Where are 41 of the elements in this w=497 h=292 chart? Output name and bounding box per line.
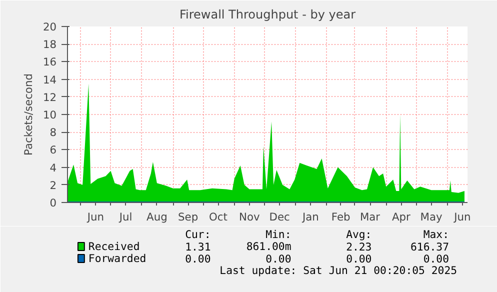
x-tick-label: Jan bbox=[302, 210, 319, 224]
text: 861.00m bbox=[246, 240, 292, 253]
y-tick-label: 0 bbox=[50, 196, 57, 210]
text: 2.23 bbox=[346, 240, 372, 254]
x-tick-label: Sep bbox=[178, 210, 198, 224]
y-axis-title: Packets/second bbox=[22, 73, 35, 156]
text: Max: bbox=[423, 228, 449, 241]
x-tick-label: May bbox=[420, 210, 442, 224]
legend-label: Forwarded bbox=[88, 252, 146, 265]
y-tick-label: 18 bbox=[42, 38, 57, 52]
text: 0.00 bbox=[185, 252, 211, 266]
y-tick-label: 4 bbox=[50, 161, 57, 174]
text: Min: bbox=[266, 228, 292, 241]
text: Avg: bbox=[346, 228, 372, 241]
text: Last update: Sat Jun 21 00:20:05 2025 bbox=[220, 264, 458, 277]
x-tick-label: Nov bbox=[239, 210, 260, 224]
y-tick-label: 8 bbox=[50, 126, 57, 140]
x-tick-label: Apr bbox=[392, 210, 412, 224]
chart-title: Firewall Throughput - by year bbox=[179, 8, 356, 22]
text: 0.00 bbox=[346, 252, 372, 266]
y-tick-label: 20 bbox=[42, 20, 57, 34]
x-tick-label: Dec bbox=[269, 210, 290, 224]
text: Cur: bbox=[185, 228, 211, 241]
y-tick-label: 14 bbox=[42, 73, 57, 86]
x-tick-label: Jul bbox=[118, 210, 132, 224]
text: 616.37 bbox=[410, 240, 449, 254]
x-tick-label: Jun bbox=[453, 210, 471, 224]
text: 0.00 bbox=[423, 252, 449, 266]
text: 1.31 bbox=[185, 240, 211, 254]
text: 0.00 bbox=[266, 252, 292, 266]
y-tick-label: 6 bbox=[50, 144, 57, 157]
y-tick-label: 12 bbox=[42, 90, 57, 104]
y-tick-label: 10 bbox=[42, 108, 57, 122]
y-tick-label: 16 bbox=[42, 56, 57, 69]
x-tick-label: Feb bbox=[331, 210, 351, 224]
x-tick-label: Jun bbox=[86, 210, 104, 224]
x-tick-label: Mar bbox=[360, 210, 381, 224]
x-tick-label: Aug bbox=[146, 210, 168, 224]
x-tick-label: Oct bbox=[209, 210, 228, 224]
legend-label: Received bbox=[88, 240, 140, 253]
y-tick-label: 2 bbox=[50, 178, 56, 192]
